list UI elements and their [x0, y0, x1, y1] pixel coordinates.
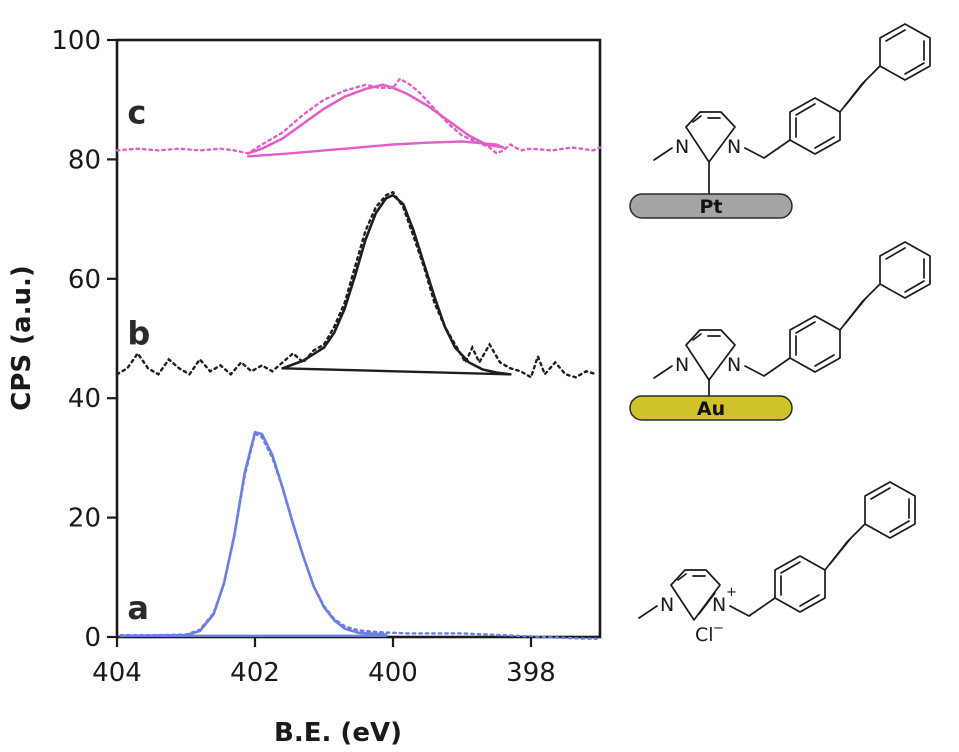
- x-tick-label: 402: [230, 658, 280, 688]
- methyl-bond: [653, 365, 673, 379]
- curve-label-c: c: [127, 94, 146, 132]
- vinylene-linker: [824, 523, 866, 571]
- fit-line: [246, 83, 505, 155]
- vinylene-linker: [839, 65, 881, 113]
- x-tick-label: 398: [506, 658, 556, 688]
- nitrogen-left: N: [675, 354, 689, 376]
- y-tick-label: 40: [68, 384, 101, 414]
- curve-label-b: b: [127, 314, 150, 352]
- pt-surface: [629, 193, 793, 219]
- spectrum-c: c: [115, 77, 602, 158]
- imidazolium-ring: [670, 569, 721, 621]
- spectrum-a: a: [119, 430, 598, 640]
- y-axis-title: CPS (a.u.): [7, 265, 37, 411]
- benzyl-bond: [729, 597, 776, 617]
- counterion: Cl: [695, 624, 714, 646]
- counterion-charge: −: [713, 621, 724, 636]
- au-surface: [629, 395, 793, 421]
- curves-layer: a b c: [115, 77, 602, 640]
- nitrogen-right: N: [712, 594, 726, 616]
- phenylene-ring: [789, 97, 841, 155]
- benzyl-bond: [744, 139, 791, 159]
- measured-line: [115, 190, 598, 380]
- y-tick-label: 20: [68, 504, 101, 534]
- benzyl-bond: [744, 357, 791, 377]
- baseline-line: [281, 367, 512, 376]
- plot-area-frame: [115, 38, 602, 639]
- y-tick-label: 0: [84, 623, 101, 653]
- measured-line: [115, 77, 602, 155]
- x-tick-label: 404: [92, 658, 142, 688]
- cation-charge: +: [726, 585, 737, 600]
- fit-line: [119, 430, 388, 638]
- au-label: Au: [697, 398, 725, 420]
- y-tick-label: 80: [68, 145, 101, 175]
- curve-label-a: a: [127, 589, 149, 627]
- nitrogen-left: N: [660, 594, 674, 616]
- nitrogen-right: N: [727, 136, 741, 158]
- nitrogen-left: N: [675, 136, 689, 158]
- spectrum-b: b: [115, 190, 598, 380]
- vinylene-linker: [839, 283, 881, 331]
- x-tick-label: 400: [368, 658, 418, 688]
- phenylene-ring: [774, 555, 826, 613]
- phenyl-ring: [864, 481, 916, 539]
- structure-au-carbene: N N Au: [629, 241, 931, 421]
- imidazolylidene-ring: [685, 329, 736, 381]
- baseline-line: [246, 140, 505, 158]
- y-tick-label: 100: [51, 26, 101, 56]
- methyl-bond: [653, 147, 673, 161]
- phenyl-ring: [879, 241, 931, 299]
- x-axis-title: B.E. (eV): [274, 718, 402, 748]
- structure-imidazolium-salt: N N + Cl −: [638, 481, 916, 646]
- phenylene-ring: [789, 315, 841, 373]
- fit-line: [281, 193, 512, 376]
- nitrogen-right: N: [727, 354, 741, 376]
- ticks-layer: 404 402 400 398 0 20 40 60 80 100: [51, 26, 555, 688]
- methyl-bond: [638, 605, 658, 619]
- xps-chart: a b c 404 402 400 398 0 20 40 60 80 100 B.E. (eV) C…: [7, 26, 602, 748]
- pt-label: Pt: [699, 196, 722, 218]
- imidazolylidene-ring: [685, 111, 736, 163]
- structure-pt-carbene: N N Pt: [629, 23, 931, 219]
- measured-line: [119, 432, 598, 640]
- y-tick-label: 60: [68, 265, 101, 295]
- phenyl-ring: [879, 23, 931, 81]
